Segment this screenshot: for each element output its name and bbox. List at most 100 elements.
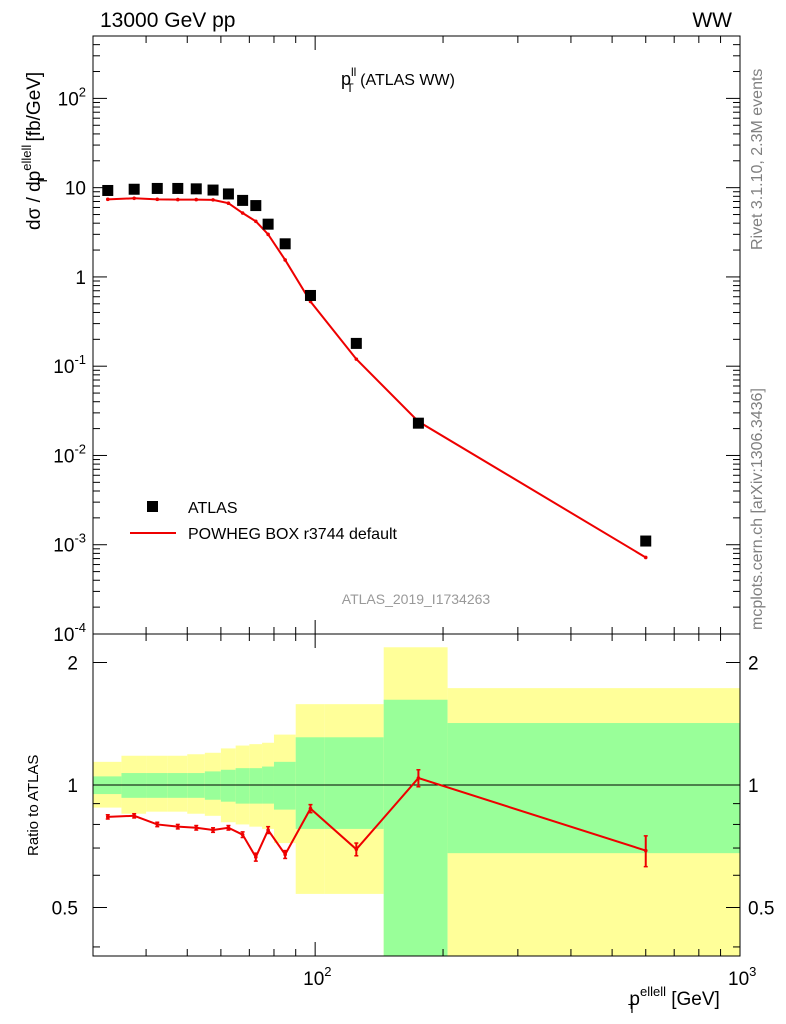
x-axis-title-sub: T <box>628 1001 636 1016</box>
ratio-mc-point <box>283 852 287 857</box>
rivet-label: Rivet 3.1.10, 2.3M events <box>749 69 766 250</box>
ratio-mc-point <box>132 814 136 818</box>
x-axis-title-sup: ellell <box>640 984 666 999</box>
ratio-band-inner <box>383 699 448 956</box>
ratio-band-inner <box>249 768 263 804</box>
ratio-mc-point <box>226 825 231 830</box>
ratio-band-inner <box>204 771 221 800</box>
mc-point <box>175 197 180 202</box>
y-tick-label-exp: -2 <box>74 441 86 456</box>
header-left: 13000 GeV pp <box>100 9 235 32</box>
mc-point <box>132 196 136 201</box>
atlas-data-main <box>102 182 652 547</box>
atlas-data-point <box>250 200 262 212</box>
ratio-frame <box>92 633 741 957</box>
y-tick-label: 10-1 <box>53 352 86 378</box>
ratio-mc-point <box>194 825 199 830</box>
atlas-data-point <box>262 218 274 230</box>
y-tick-label-base: 10 <box>53 446 74 467</box>
ratio-band-inner <box>220 769 236 802</box>
ratio-uncertainty-bands <box>93 647 740 956</box>
ratio-mc-point <box>308 806 313 811</box>
plot-title-sup: ll <box>351 65 356 79</box>
mc-point <box>283 258 287 262</box>
atlas-data-point <box>304 289 316 301</box>
plot-title-rest: (ATLAS WW) <box>356 72 455 89</box>
mcplots-label: mcplots.cern.ch [arXiv:1306.3436] <box>749 388 766 630</box>
ratio-y-tick-labels: 0.5 0.5 1 1 2 2 <box>52 654 775 920</box>
y-axis-title-main: dσ / dpellellT [fb/GeV] <box>19 72 50 230</box>
plot-title: pll T (ATLAS WW) <box>341 65 455 95</box>
ratio-mc-point <box>266 828 270 832</box>
legend-mc-label: POWHEG BOX r3744 default <box>188 526 398 543</box>
y-tick-label: 10-4 <box>53 620 86 646</box>
atlas-data-point <box>640 535 652 547</box>
y-tick-label: 10-3 <box>53 531 86 557</box>
atlas-data-point <box>172 182 184 194</box>
atlas-data-point <box>151 182 163 194</box>
plot-title-sub: T <box>346 81 354 95</box>
analysis-id: ATLAS_2019_I1734263 <box>342 591 491 607</box>
mc-point <box>211 198 215 202</box>
ratio-y-tick-label-left: 2 <box>67 654 78 675</box>
x-axis-title-main: p <box>629 989 640 1010</box>
plot-title-main: p <box>341 69 351 89</box>
atlas-data-point <box>102 184 114 196</box>
y-tick-label-exp: 2 <box>79 84 86 99</box>
atlas-data-point <box>207 184 219 196</box>
mc-point <box>254 219 258 224</box>
y-tick-label-exp: -1 <box>74 352 86 367</box>
atlas-data-point <box>237 194 249 206</box>
ratio-mc-point <box>354 847 359 852</box>
y-axis-title-ratio: Ratio to ATLAS <box>25 755 42 856</box>
y-tick-label-base: 10 <box>53 536 74 557</box>
mc-point <box>266 232 270 237</box>
ratio-mc-point <box>240 832 245 837</box>
x-axis-title-post: [GeV] <box>666 989 720 1010</box>
ratio-band-inner <box>324 737 384 829</box>
mc-point <box>354 357 359 361</box>
y-tick-label: 1 <box>75 268 86 289</box>
atlas-data-point <box>190 183 202 195</box>
y-axis-title-sub: T <box>35 177 50 185</box>
ratio-band-inner <box>273 761 296 810</box>
x-axis-title: pellell T [GeV] <box>628 984 720 1016</box>
mc-point <box>226 201 231 205</box>
y-tick-label-exp: -4 <box>74 620 86 635</box>
y-tick-label-base: 10 <box>53 357 74 378</box>
y-tick-label-base: 10 <box>53 625 74 646</box>
atlas-data-point <box>350 337 362 349</box>
atlas-data-point <box>279 238 291 250</box>
mc-point <box>194 197 199 202</box>
ratio-panel: 0.5 0.5 1 1 2 2 Ratio to ATLAS <box>25 633 775 957</box>
ratio-mc-point <box>175 824 180 829</box>
x-tick-label: 103 <box>728 964 756 990</box>
y-axis-title-post: [fb/GeV] <box>24 72 45 147</box>
x-tick-label-exp: 2 <box>324 964 331 979</box>
ratio-axis-ticks <box>92 634 741 956</box>
main-axis-ticks <box>92 35 741 635</box>
y-tick-label: 10 <box>65 179 86 200</box>
legend-data-marker <box>147 501 158 512</box>
y-tick-label: 102 <box>58 84 86 110</box>
x-tick-labels: 102 103 <box>303 964 756 990</box>
ratio-mc-point <box>105 815 110 819</box>
ratio-band-inner <box>447 723 740 854</box>
mc-series-ratio <box>105 769 648 868</box>
mc-point <box>155 197 160 202</box>
mc-point <box>643 555 648 560</box>
ratio-mc-point <box>211 828 215 832</box>
x-tick-label: 102 <box>303 964 331 990</box>
ratio-mc-point <box>254 855 258 859</box>
mc-point <box>105 197 110 202</box>
y-axis-title-sup: ellell <box>19 145 34 171</box>
ratio-y-tick-label-right: 1 <box>748 776 759 797</box>
ratio-mc-point <box>416 776 421 780</box>
ratio-band-inner <box>295 737 325 829</box>
header-right: WW <box>692 9 732 32</box>
ratio-y-tick-label-right: 0.5 <box>748 898 774 919</box>
y-axis-title-pre: dσ / dp <box>24 171 45 230</box>
